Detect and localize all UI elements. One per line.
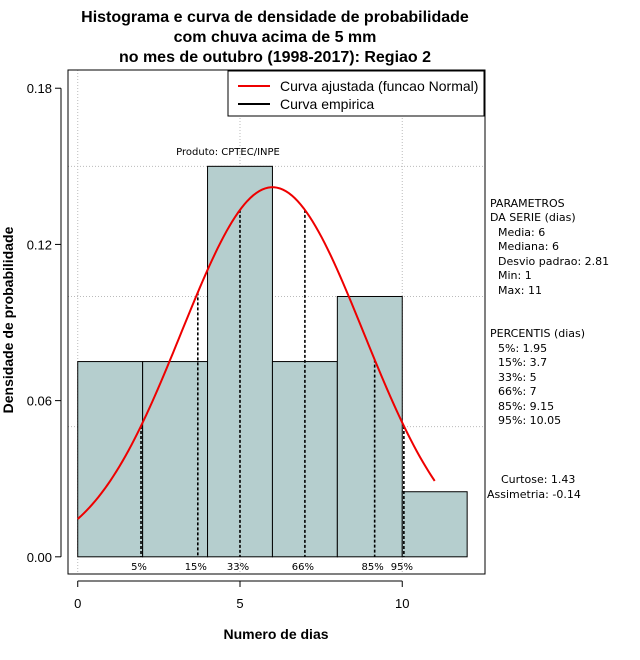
histogram-bars	[77, 165, 468, 558]
legend-label-empirical: Curva empirica	[280, 96, 374, 112]
percentis-header: PERCENTIS (dias)	[490, 327, 585, 340]
x-tick-label-0: 0	[74, 596, 81, 611]
percentil-33: 33%: 5	[498, 371, 537, 384]
parameters-header-1: PARAMETROS	[490, 197, 565, 210]
histogram-bar-0	[77, 361, 144, 558]
percentil-95: 95%: 10.05	[498, 414, 561, 427]
y-axis-label: Densidade de probabilidade	[0, 226, 16, 413]
percentil-66: 66%: 7	[498, 385, 537, 398]
histogram-bar-5	[401, 491, 468, 558]
chart-title-line-1: Histograma e curva de densidade de proba…	[81, 9, 469, 26]
normal-fit-curve	[77, 186, 436, 520]
param-max: Max: 11	[498, 284, 542, 297]
percentil-15: 15%: 3.7	[498, 356, 547, 369]
curtose-value: Curtose: 1.43	[501, 473, 575, 486]
percentile-label-3: 66%	[292, 562, 314, 573]
histogram-bar-1	[142, 361, 209, 558]
percentile-lines: 5% 15% 33% 66% 85% 95%	[131, 209, 413, 573]
histogram-bar-3	[271, 361, 338, 558]
percentil-5: 5%: 1.95	[498, 342, 547, 355]
plot-frame	[67, 69, 486, 575]
assimetria-value: Assimetria: -0.14	[487, 488, 581, 501]
histogram-bar-4	[336, 295, 403, 558]
y-tick-label-3: 0.18	[27, 81, 52, 96]
param-mediana: Mediana: 6	[498, 240, 559, 253]
x-tick-label-1: 5	[236, 596, 243, 611]
percentis-panel: PERCENTIS (dias) 5%: 1.95 15%: 3.7 33%: …	[490, 327, 585, 427]
legend-label-normal: Curva ajustada (funcao Normal)	[280, 78, 478, 94]
x-axis-label: Numero de dias	[223, 626, 328, 642]
percentile-label-1: 15%	[185, 562, 207, 573]
parameters-header-2: DA SERIE (dias)	[490, 211, 576, 224]
parameters-panel: PARAMETROS DA SERIE (dias) Media: 6 Medi…	[490, 197, 609, 297]
percentile-label-0: 5%	[131, 562, 147, 573]
x-axis: 0 5 10	[74, 580, 409, 611]
legend: Curva ajustada (funcao Normal) Curva emp…	[227, 70, 485, 117]
param-desvio: Desvio padrao: 2.81	[498, 255, 609, 268]
y-tick-label-1: 0.06	[27, 394, 52, 409]
y-tick-label-2: 0.12	[27, 237, 52, 252]
product-label: Produto: CPTEC/INPE	[176, 147, 280, 158]
percentile-label-5: 95%	[391, 562, 413, 573]
percentil-85: 85%: 9.15	[498, 400, 554, 413]
param-media: Media: 6	[498, 226, 545, 239]
chart-title-line-2: com chuva acima de 5 mm	[174, 29, 377, 46]
chart-title-line-3: no mes de outubro (1998-2017): Regiao 2	[119, 49, 431, 66]
y-axis: 0.00 0.06 0.12 0.18	[27, 81, 62, 565]
legend-box	[227, 70, 485, 117]
percentile-label-4: 85%	[362, 562, 384, 573]
shape-panel: Curtose: 1.43 Assimetria: -0.14	[487, 473, 581, 501]
param-min: Min: 1	[498, 269, 532, 282]
percentile-label-2: 33%	[227, 562, 249, 573]
x-tick-label-2: 10	[395, 596, 409, 611]
y-tick-label-0: 0.00	[27, 550, 52, 565]
